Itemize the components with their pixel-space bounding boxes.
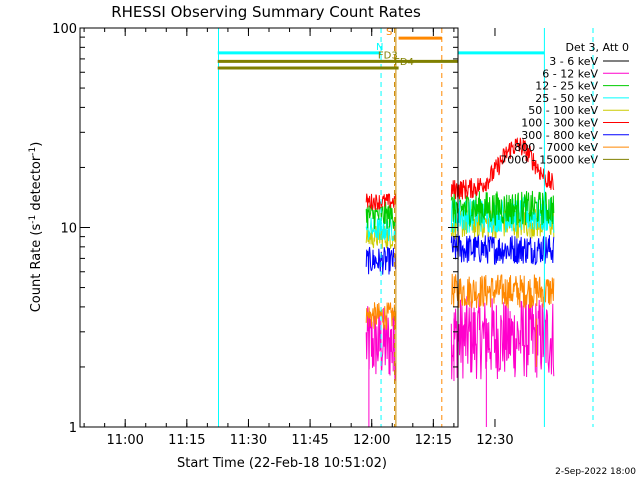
- legend-label-2: 12 - 25 keV: [535, 80, 598, 93]
- y-tick-label-0: 1: [69, 421, 77, 436]
- legend-label-7: 800 - 7000 keV: [514, 141, 598, 154]
- series-1-segment-1: [450, 296, 555, 380]
- series-6-segment-0: [365, 245, 397, 275]
- series-5-segment-1: [450, 137, 555, 200]
- x-tick-label-5: 12:15: [415, 433, 452, 448]
- series-7-segment-1: [450, 273, 555, 309]
- legend-title: Det 3, Att 0: [566, 41, 630, 54]
- flag-label-0: N: [376, 42, 383, 53]
- x-tick-label-2: 11:30: [230, 433, 267, 448]
- axis-layer: 11:00 11:15 11:30 11:45 12:00 12:15 12:30 1 10 10…: [52, 22, 514, 448]
- x-tick-label-3: 11:45: [291, 433, 328, 448]
- legend-label-6: 300 - 800 keV: [521, 129, 598, 142]
- flag-label-4: FD4: [394, 57, 414, 68]
- x-tick-label-4: 12:00: [353, 433, 390, 448]
- x-tick-label-6: 12:30: [476, 433, 513, 448]
- chart-title: RHESSI Observing Summary Count Rates: [111, 3, 421, 21]
- y-axis-label: Count Rate (s-1 detector-1): [28, 142, 44, 313]
- x-tick-label-1: 11:15: [168, 433, 205, 448]
- legend-label-8: 7000 - 15000 keV: [500, 153, 598, 166]
- legend-label-3: 25 - 50 keV: [535, 92, 598, 105]
- flag-label-2: S: [386, 27, 392, 38]
- date-stamp: 2-Sep-2022 18:00: [555, 467, 636, 477]
- plot-frame: [79, 27, 459, 428]
- legend-label-5: 100 - 300 keV: [521, 117, 598, 130]
- legend-label-0: 3 - 6 keV: [549, 55, 598, 68]
- series-6-segment-1: [450, 234, 555, 266]
- series-7-segment-0: [365, 302, 397, 330]
- flag-label-3: FD3: [378, 50, 398, 61]
- legend-label-4: 50 - 100 keV: [528, 104, 598, 117]
- x-tick-label-0: 11:00: [106, 433, 143, 448]
- y-tick-label-2: 100: [52, 22, 77, 37]
- series-2-segment-1: [450, 190, 555, 227]
- series-4-segment-0: [365, 224, 397, 249]
- y-tick-label-1: 10: [60, 222, 77, 237]
- x-axis-label: Start Time (22-Feb-18 10:51:02): [177, 456, 387, 471]
- series-3-segment-1: [450, 196, 555, 234]
- legend-label-1: 6 - 12 keV: [542, 67, 598, 80]
